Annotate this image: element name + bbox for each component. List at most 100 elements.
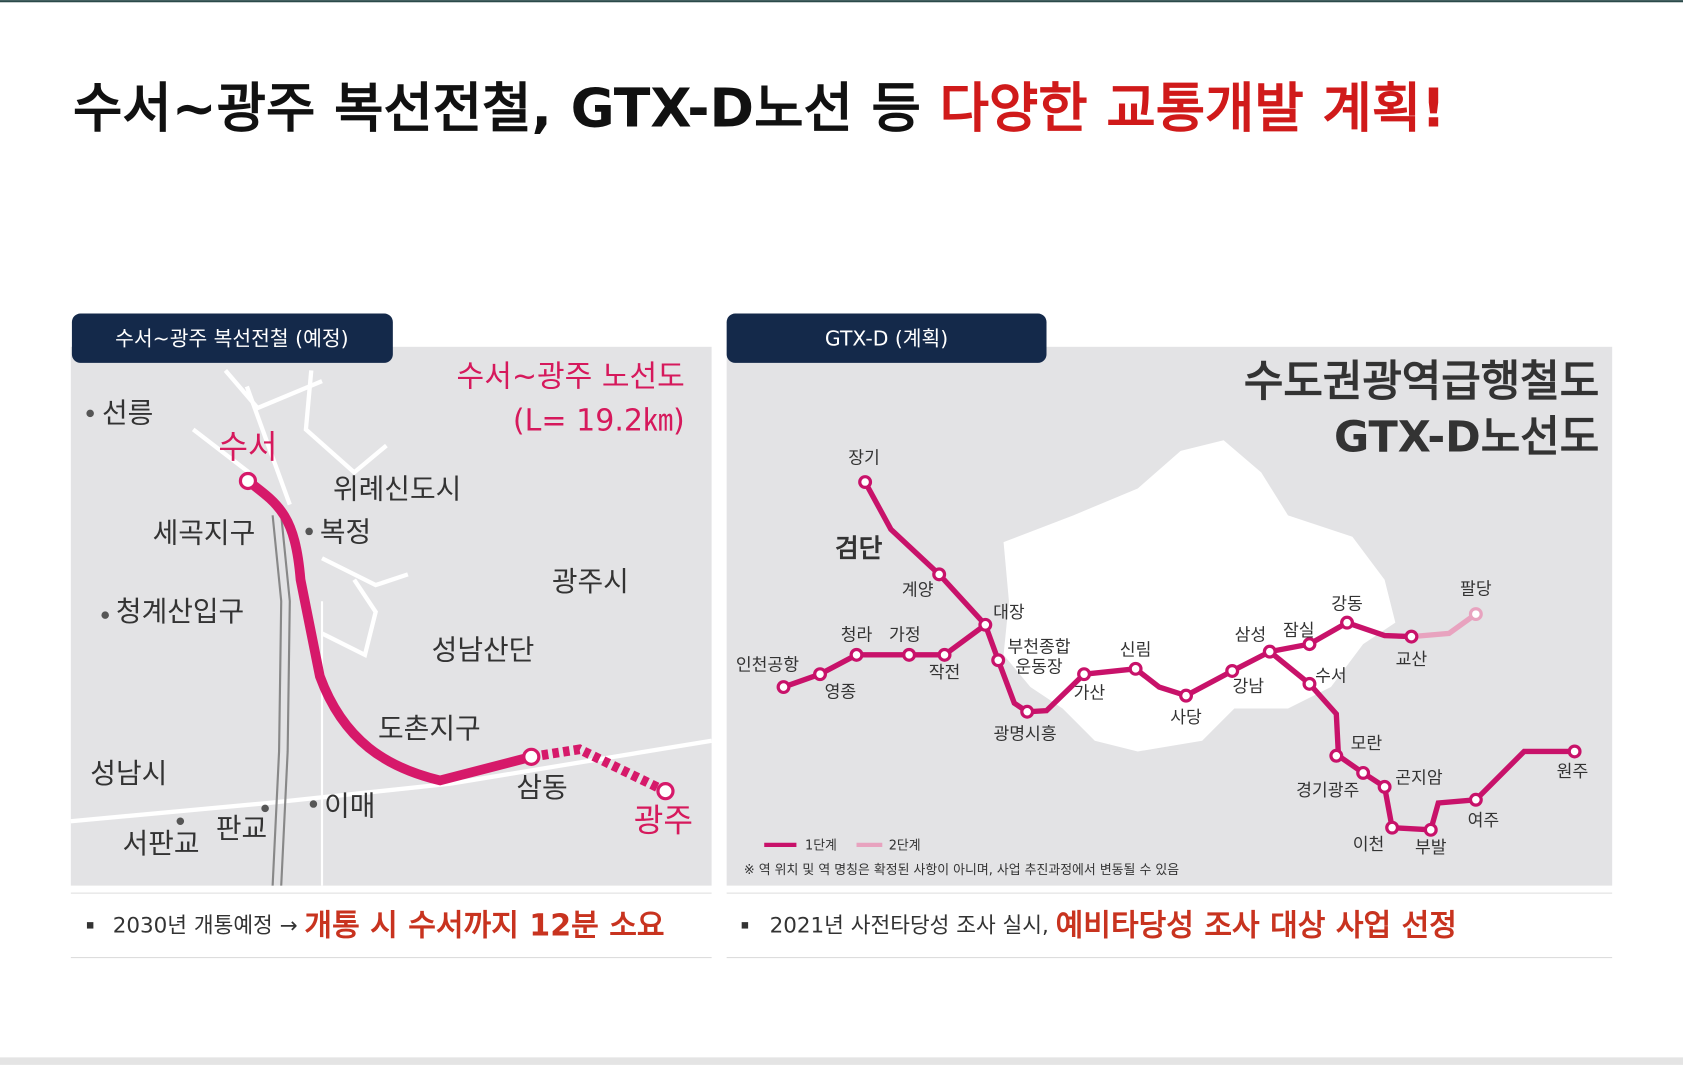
station-dot xyxy=(991,653,1006,668)
station-label: 신림 xyxy=(1120,641,1152,661)
bullet xyxy=(741,922,749,929)
road-lines xyxy=(70,369,712,824)
station-label: 청라 xyxy=(841,626,873,646)
slide-title: 수서~광주 복선전철, GTX-D노선 등 다양한 교통개발 계획! xyxy=(73,76,1446,139)
station-dot xyxy=(1020,704,1035,719)
place-label: 청계산입구 xyxy=(116,595,244,628)
footnote: ※ 역 위치 및 역 명칭은 확정된 사항이 아니며, 사업 추진과정에서 변동… xyxy=(744,863,1179,878)
station-dot xyxy=(1179,688,1194,703)
station-dot xyxy=(1262,644,1277,659)
station-dot xyxy=(858,475,873,490)
station-label: 영종 xyxy=(825,682,857,702)
place-label: 서판교 xyxy=(123,827,200,860)
rail xyxy=(271,515,291,886)
station-dot xyxy=(1404,629,1419,644)
right-map: 수도권광역급행철도 GTX-D노선도 1단계 2단계 ※ 역 위치 및 역 명칭… xyxy=(726,346,1613,886)
station-label: 부발 xyxy=(1415,838,1447,858)
place-dot xyxy=(305,527,313,536)
station-label: 여주 xyxy=(1468,811,1500,831)
place-label: 삼동 xyxy=(516,771,567,804)
place-label: 이매 xyxy=(324,789,375,822)
station-dot xyxy=(849,647,864,662)
station-label: 삼성 xyxy=(1235,626,1267,646)
station xyxy=(238,471,258,491)
route-planned xyxy=(530,744,668,796)
station-label: 대장 xyxy=(993,603,1025,623)
legend-label: 1단계 xyxy=(805,838,837,853)
station-label: 검단 xyxy=(835,534,883,564)
station-label: 사당 xyxy=(1170,708,1202,728)
note-highlight: 예비타당성 조사 대상 사업 선정 xyxy=(1056,908,1457,943)
station-label: 곤지암 xyxy=(1395,768,1443,788)
station-label: 수서 xyxy=(1315,666,1347,686)
map-bg xyxy=(70,346,712,886)
place-label: 세곡지구 xyxy=(153,517,256,550)
note-text: 2030년 개통예정 → xyxy=(113,913,298,938)
place-dot xyxy=(309,800,318,808)
station-dot xyxy=(776,680,791,695)
station-dot xyxy=(1128,661,1143,676)
station-label: 이천 xyxy=(1353,835,1385,855)
station-label: 장기 xyxy=(848,448,880,468)
place-label: 선릉 xyxy=(102,396,153,429)
place-dot xyxy=(86,409,94,418)
station-dot xyxy=(1329,748,1344,763)
note: 2021년 사전타당성 조사 실시, 예비타당성 조사 대상 사업 선정 xyxy=(770,908,1457,943)
tab xyxy=(71,313,393,363)
place-label: 판교 xyxy=(216,812,267,845)
note: 2030년 개통예정 → 개통 시 수서까지 12분 소요 xyxy=(113,908,665,943)
place-dot xyxy=(176,817,185,825)
route-solid xyxy=(243,476,537,786)
tab xyxy=(726,313,1047,363)
station-label: 강동 xyxy=(1331,594,1363,614)
place-dot xyxy=(261,804,269,813)
note-highlight: 개통 시 수서까지 12분 소요 xyxy=(304,908,664,943)
station-label: 부천종합 xyxy=(1007,637,1070,657)
station-dot xyxy=(1225,663,1240,678)
station xyxy=(656,782,675,801)
roads xyxy=(70,369,712,886)
station-dot xyxy=(1567,744,1582,759)
station-label: 잠실 xyxy=(1283,621,1315,641)
station-dot xyxy=(1302,637,1317,652)
line-stage1 xyxy=(862,480,1412,715)
bottom-band xyxy=(0,1057,1683,1065)
station-label: 운동장 xyxy=(1015,658,1063,678)
tab-label: GTX-D (계획) xyxy=(825,326,948,350)
station-label: 강남 xyxy=(1233,677,1265,697)
station-label: 인천공항 xyxy=(736,656,799,676)
legend-label: 2단계 xyxy=(889,838,921,853)
place-label: 광주 xyxy=(634,801,693,839)
station-dot xyxy=(813,667,828,682)
station-label: 경기광주 xyxy=(1296,781,1359,801)
station-dot xyxy=(978,617,993,632)
station-dot xyxy=(1077,667,1092,682)
line-stage2 xyxy=(1411,611,1478,640)
place-label: 복정 xyxy=(320,516,371,549)
place-label: 도촌지구 xyxy=(378,712,481,745)
station-dot xyxy=(1385,820,1400,835)
tab-label: 수서~광주 복선전철 (예정) xyxy=(115,326,348,350)
station-label: 교산 xyxy=(1396,650,1428,670)
station-dot xyxy=(1468,792,1483,807)
place-dot xyxy=(101,611,109,619)
station-dot xyxy=(1423,822,1438,837)
station-dot xyxy=(1468,607,1483,622)
station-label: 계양 xyxy=(902,580,934,600)
map-title: 수도권광역급행철도 xyxy=(1244,357,1599,407)
station-label: 광명시흥 xyxy=(993,724,1056,744)
title-black: 수서~광주 복선전철, GTX-D노선 등 xyxy=(73,76,921,139)
station-dot xyxy=(932,567,947,582)
place-label: 성남시 xyxy=(90,757,167,790)
place-label: 위례신도시 xyxy=(333,473,461,506)
map-length: (L= 19.2㎞) xyxy=(513,403,685,438)
station-dot xyxy=(1340,615,1355,630)
note-text: 2021년 사전타당성 조사 실시, xyxy=(770,913,1049,938)
place-label: 성남산단 xyxy=(432,634,535,667)
station-label: 원주 xyxy=(1557,762,1589,782)
station-label: 모란 xyxy=(1351,734,1383,754)
place-label: 광주시 xyxy=(552,565,629,598)
station-dot xyxy=(937,647,952,662)
